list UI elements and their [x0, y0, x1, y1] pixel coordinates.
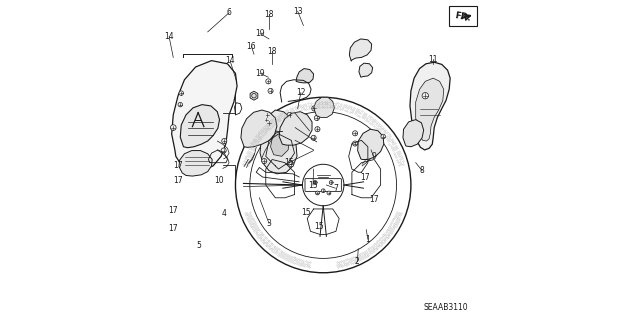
Circle shape [314, 181, 317, 184]
Circle shape [327, 191, 331, 195]
Text: 17: 17 [360, 173, 369, 182]
Circle shape [353, 141, 358, 146]
Circle shape [312, 106, 317, 111]
Circle shape [179, 91, 184, 95]
Circle shape [221, 138, 227, 144]
Circle shape [266, 79, 271, 84]
Text: 1: 1 [365, 235, 370, 244]
Text: 8: 8 [420, 166, 424, 175]
Text: 15: 15 [301, 208, 311, 217]
Text: 14: 14 [164, 32, 174, 41]
Circle shape [265, 112, 270, 117]
Text: 18: 18 [264, 10, 274, 19]
Circle shape [381, 134, 385, 139]
Circle shape [287, 112, 292, 117]
Circle shape [422, 93, 428, 99]
Text: 18: 18 [267, 47, 276, 56]
Text: FR.: FR. [453, 11, 471, 22]
Text: 17: 17 [173, 176, 183, 185]
Circle shape [178, 102, 182, 107]
Circle shape [289, 162, 294, 167]
Circle shape [329, 181, 333, 184]
Text: 2: 2 [355, 257, 360, 266]
Text: 15: 15 [308, 181, 318, 189]
Text: 7: 7 [333, 184, 338, 193]
Polygon shape [359, 63, 372, 77]
Text: 14: 14 [225, 56, 235, 65]
Circle shape [314, 115, 319, 121]
Text: 10: 10 [214, 176, 225, 185]
Text: 13: 13 [293, 7, 303, 16]
Text: SEAAB3110: SEAAB3110 [424, 303, 468, 312]
Text: 16: 16 [246, 42, 256, 51]
Circle shape [266, 120, 271, 125]
Text: 12: 12 [296, 88, 306, 97]
Circle shape [268, 88, 273, 93]
Text: 19: 19 [255, 29, 265, 38]
Polygon shape [314, 97, 334, 117]
Circle shape [315, 127, 320, 132]
Polygon shape [349, 39, 372, 61]
Circle shape [316, 191, 319, 195]
Text: 11: 11 [429, 55, 438, 63]
Text: 15: 15 [284, 158, 294, 167]
Polygon shape [403, 120, 424, 147]
Text: 5: 5 [196, 241, 201, 250]
Circle shape [170, 125, 176, 130]
Circle shape [321, 189, 325, 193]
Text: 19: 19 [255, 69, 265, 78]
Polygon shape [279, 112, 312, 145]
Circle shape [264, 117, 269, 122]
Text: 17: 17 [168, 206, 178, 215]
Polygon shape [358, 129, 384, 160]
Polygon shape [179, 151, 212, 176]
Polygon shape [271, 131, 290, 156]
Polygon shape [172, 61, 237, 171]
Polygon shape [180, 105, 220, 148]
Text: 17: 17 [168, 224, 178, 233]
Text: 6: 6 [227, 8, 232, 17]
Polygon shape [410, 62, 450, 150]
Text: 3: 3 [266, 219, 271, 228]
Circle shape [262, 159, 267, 164]
Text: 17: 17 [369, 195, 378, 204]
Text: 4: 4 [222, 209, 227, 218]
Polygon shape [296, 69, 314, 83]
Circle shape [311, 135, 316, 140]
Polygon shape [416, 78, 444, 141]
Text: 15: 15 [314, 222, 324, 231]
Polygon shape [250, 91, 258, 100]
Polygon shape [260, 110, 297, 174]
Text: 9: 9 [371, 152, 376, 161]
Text: 17: 17 [173, 161, 183, 170]
Circle shape [221, 148, 226, 153]
Circle shape [353, 131, 358, 136]
Polygon shape [241, 110, 277, 147]
